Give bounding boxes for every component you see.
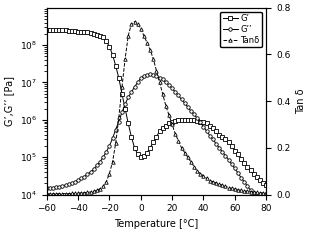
Line: G’: G’ [45, 28, 268, 187]
Line: G’’: G’’ [45, 72, 268, 206]
Tanδ [108, 172, 111, 175]
G’’ [51, 187, 55, 189]
Tanδ [180, 146, 184, 149]
Tanδ [155, 69, 158, 72]
Tanδ [255, 191, 259, 194]
G’ [176, 118, 180, 121]
Line: Tanδ: Tanδ [45, 20, 268, 195]
Tanδ [45, 192, 49, 195]
G’’ [148, 73, 152, 76]
G’ [51, 29, 55, 31]
G’’ [108, 144, 111, 147]
G’’ [45, 187, 49, 189]
G’ [45, 28, 49, 31]
G’ [264, 184, 268, 186]
G’ [108, 45, 111, 48]
G’ [252, 173, 255, 176]
G’’ [214, 142, 218, 145]
Tanδ [51, 192, 55, 195]
G’ [126, 122, 130, 125]
Legend: G’, G’’, Tanδ: G’, G’’, Tanδ [220, 12, 262, 47]
Y-axis label: Tan δ: Tan δ [296, 88, 306, 114]
X-axis label: Temperature [°C]: Temperature [°C] [114, 219, 199, 229]
G’’ [180, 98, 184, 101]
G’’ [264, 203, 268, 206]
Y-axis label: G’,G’’ [Pa]: G’,G’’ [Pa] [4, 76, 14, 126]
G’’ [255, 195, 259, 198]
Tanδ [264, 192, 268, 195]
G’ [152, 141, 155, 144]
G’’ [155, 74, 158, 77]
Tanδ [214, 182, 218, 184]
Tanδ [133, 20, 136, 23]
